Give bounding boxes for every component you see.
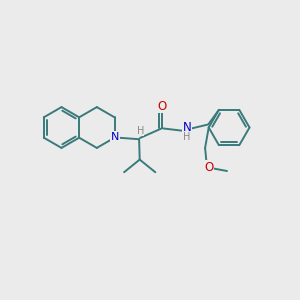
Text: O: O [157,100,166,113]
Text: H: H [183,131,190,142]
Text: N: N [111,131,119,142]
Text: O: O [204,161,214,174]
Text: H: H [136,126,144,136]
Text: N: N [182,121,191,134]
